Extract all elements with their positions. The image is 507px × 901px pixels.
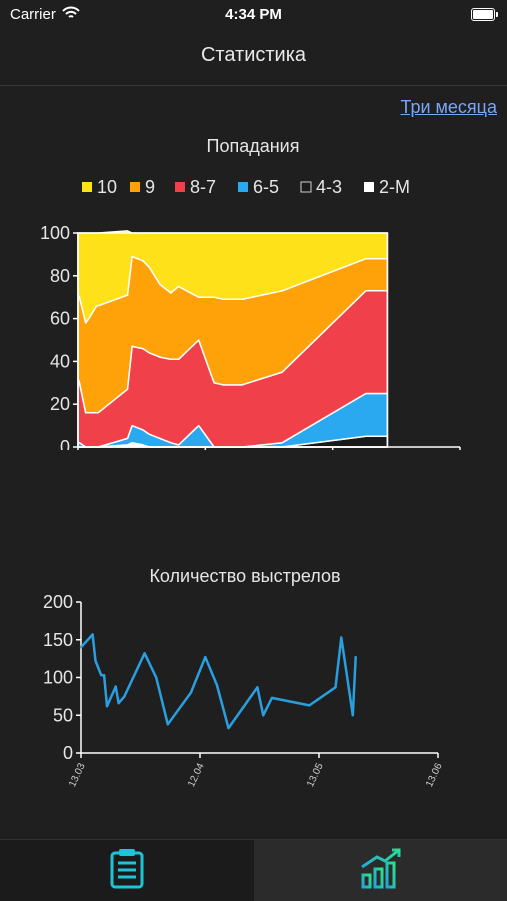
shots-data-point: [123, 695, 126, 698]
shots-data-point: [270, 696, 274, 700]
y-tick-label: 80: [50, 266, 70, 286]
period-selector-link[interactable]: Три месяца: [400, 97, 497, 117]
shots-data-point: [79, 646, 83, 649]
shots-chart-title: Количество выстрелов: [149, 566, 340, 586]
legend-item: 2-М: [364, 177, 410, 197]
bar-chart-growth-icon: [359, 847, 403, 894]
y-tick-label: 150: [43, 630, 73, 650]
y-tick-label: 100: [43, 668, 73, 688]
legend-swatch: [238, 182, 248, 192]
shots-data-point: [114, 685, 117, 688]
y-tick-label: 50: [53, 705, 73, 725]
legend-swatch: [82, 182, 92, 192]
shots-data-point: [351, 714, 354, 717]
y-tick-label: 0: [63, 743, 73, 763]
legend-label: 4-3: [316, 177, 342, 197]
legend-item: 10: [82, 177, 117, 197]
legend-swatch: [300, 181, 312, 193]
y-tick-label: 40: [50, 351, 70, 371]
shots-data-point: [189, 691, 193, 694]
shots-data-point: [166, 723, 169, 726]
legend-swatch: [175, 182, 185, 192]
x-tick-label: 13.03: [67, 761, 88, 789]
clipboard-list-icon: [109, 847, 145, 894]
shots-data-point: [262, 714, 265, 717]
tab-journal[interactable]: [0, 840, 253, 901]
legend-label: 6-5: [253, 177, 279, 197]
shots-data-point: [102, 674, 106, 677]
y-tick-label: 60: [50, 309, 70, 329]
y-tick-label: 20: [50, 394, 70, 414]
shots-data-point: [105, 705, 109, 708]
y-tick-label: 0: [60, 437, 70, 450]
legend-item: 4-3: [300, 177, 342, 197]
shots-data-point: [94, 659, 97, 663]
y-tick-label: 100: [40, 223, 70, 243]
legend-label: 8-7: [190, 177, 216, 197]
legend-item: 6-5: [238, 177, 279, 197]
shots-data-point: [204, 655, 207, 659]
legend-item: 8-7: [175, 177, 216, 197]
legend-item: 9: [130, 177, 155, 197]
shots-data-point: [117, 702, 120, 705]
shots-data-point: [227, 726, 230, 730]
legend-label: 2-М: [379, 177, 410, 197]
y-tick-label: 200: [43, 592, 73, 612]
tab-bar: [0, 839, 507, 901]
wifi-icon: [62, 6, 80, 25]
shots-data-point: [155, 676, 158, 679]
shots-data-point: [91, 633, 94, 636]
shots-data-point: [143, 652, 146, 655]
hits-chart-title: Попадания: [207, 136, 300, 156]
x-tick-label: 13.06: [424, 761, 445, 789]
clock: 4:34 PM: [225, 6, 282, 23]
legend-label: 9: [145, 177, 155, 197]
shots-data-point: [340, 636, 343, 639]
shots-data-point: [215, 683, 219, 687]
shots-data-point: [256, 686, 259, 689]
shots-data-point: [100, 674, 103, 677]
legend-swatch: [364, 182, 374, 192]
shots-data-point: [308, 704, 311, 707]
status-bar: Carrier 4:34 PM: [0, 0, 507, 30]
tab-statistics[interactable]: [254, 840, 507, 901]
shots-plot-area: 0 50 100 150 200 13.03 12.04 13.05 13.06: [43, 592, 445, 789]
shots-data-point: [334, 686, 337, 689]
x-tick-label: 12.04: [186, 761, 207, 789]
shots-line-series: [80, 633, 357, 730]
hits-legend: 10 9 8-7 6-5 4-3 2-М: [82, 177, 410, 197]
legend-label: 10: [97, 177, 117, 197]
battery-icon: [471, 8, 498, 21]
legend-swatch: [130, 182, 140, 192]
navigation-bar: Статистика: [0, 30, 507, 86]
shots-data-point: [354, 655, 357, 659]
shots-chart: Количество выстрелов 0 50 100 150 200 13.03 12…: [43, 566, 445, 789]
carrier-label: Carrier: [10, 6, 56, 23]
page-title: Статистика: [200, 44, 307, 66]
x-tick-label: 13.05: [305, 761, 326, 789]
